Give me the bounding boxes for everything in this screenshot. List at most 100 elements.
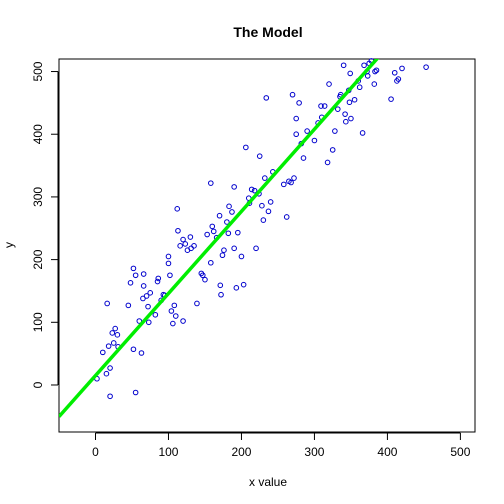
y-tick-label: 0 xyxy=(31,381,45,388)
x-tick-label: 0 xyxy=(92,445,99,459)
data-point xyxy=(219,292,224,297)
chart-title: The Model xyxy=(233,24,302,40)
data-point xyxy=(220,253,225,258)
data-point xyxy=(178,244,183,249)
data-point xyxy=(341,63,346,68)
data-point xyxy=(348,71,353,76)
data-point xyxy=(232,185,237,190)
data-point xyxy=(128,281,133,286)
data-point xyxy=(210,224,215,229)
data-point xyxy=(110,331,115,336)
data-point xyxy=(301,156,306,161)
data-point xyxy=(205,232,210,237)
data-point xyxy=(188,235,193,240)
y-axis: 0 100 200 300 400 500 xyxy=(31,61,58,388)
data-point xyxy=(172,303,177,308)
data-point xyxy=(209,181,214,186)
data-point xyxy=(105,301,110,306)
data-point xyxy=(209,260,214,265)
data-point xyxy=(424,65,429,70)
data-point xyxy=(166,261,171,266)
data-point xyxy=(365,74,370,79)
data-point xyxy=(217,213,222,218)
data-point xyxy=(192,244,197,249)
data-point xyxy=(236,230,241,235)
data-point xyxy=(106,344,111,349)
data-point xyxy=(234,286,239,291)
data-point xyxy=(292,176,297,181)
data-point xyxy=(133,390,138,395)
data-point xyxy=(227,204,232,209)
data-point xyxy=(294,132,299,137)
data-point xyxy=(141,272,146,277)
data-point xyxy=(183,242,188,247)
data-point xyxy=(113,326,118,331)
data-point xyxy=(126,303,131,308)
data-point xyxy=(400,66,405,71)
data-point xyxy=(211,229,216,234)
data-point xyxy=(203,277,208,282)
plot-area-border xyxy=(59,59,475,432)
data-point xyxy=(312,138,317,143)
data-point xyxy=(389,97,394,102)
y-tick-label: 100 xyxy=(31,312,45,332)
data-point xyxy=(325,160,330,165)
data-point xyxy=(349,116,354,121)
y-tick-label: 500 xyxy=(31,61,45,81)
regression-line-layer xyxy=(59,0,475,417)
data-point xyxy=(175,207,180,212)
data-point xyxy=(244,145,249,150)
x-axis-label: x value xyxy=(249,475,287,489)
data-point xyxy=(171,321,176,326)
y-tick-label: 300 xyxy=(31,187,45,207)
data-point xyxy=(108,366,113,371)
x-axis: 0 100 200 300 400 500 xyxy=(92,433,471,459)
data-point xyxy=(257,154,262,159)
data-point xyxy=(226,231,231,236)
data-point xyxy=(281,182,286,187)
data-point xyxy=(222,248,227,253)
data-point xyxy=(392,70,397,75)
data-point xyxy=(290,92,295,97)
data-point xyxy=(141,284,146,289)
x-tick-label: 200 xyxy=(231,445,251,459)
data-point xyxy=(343,112,348,117)
data-point xyxy=(357,85,362,90)
y-axis-label: y xyxy=(2,242,16,248)
data-point xyxy=(230,210,235,215)
y-tick-label: 200 xyxy=(31,249,45,269)
y-tick-label: 400 xyxy=(31,124,45,144)
data-point xyxy=(362,63,367,68)
data-point xyxy=(148,291,153,296)
data-point xyxy=(241,282,246,287)
data-point xyxy=(115,333,120,338)
data-point xyxy=(284,215,289,220)
data-point xyxy=(260,203,265,208)
data-point xyxy=(181,319,186,324)
data-point xyxy=(294,116,299,121)
data-point xyxy=(104,371,109,376)
data-point xyxy=(218,283,223,288)
data-point xyxy=(195,301,200,306)
data-point xyxy=(305,129,310,134)
data-point xyxy=(261,218,266,223)
data-point xyxy=(352,97,357,102)
data-point xyxy=(131,347,136,352)
data-point xyxy=(327,82,332,87)
data-point xyxy=(347,100,352,105)
data-point xyxy=(268,200,273,205)
data-point xyxy=(181,237,186,242)
data-point xyxy=(166,254,171,259)
data-point xyxy=(254,246,259,251)
data-point xyxy=(168,273,173,278)
data-point xyxy=(232,246,237,251)
data-point xyxy=(108,394,113,399)
data-point xyxy=(333,129,338,134)
data-point xyxy=(131,266,136,271)
x-tick-label: 400 xyxy=(377,445,397,459)
data-point xyxy=(264,96,269,101)
data-point xyxy=(153,312,158,317)
data-point xyxy=(335,107,340,112)
